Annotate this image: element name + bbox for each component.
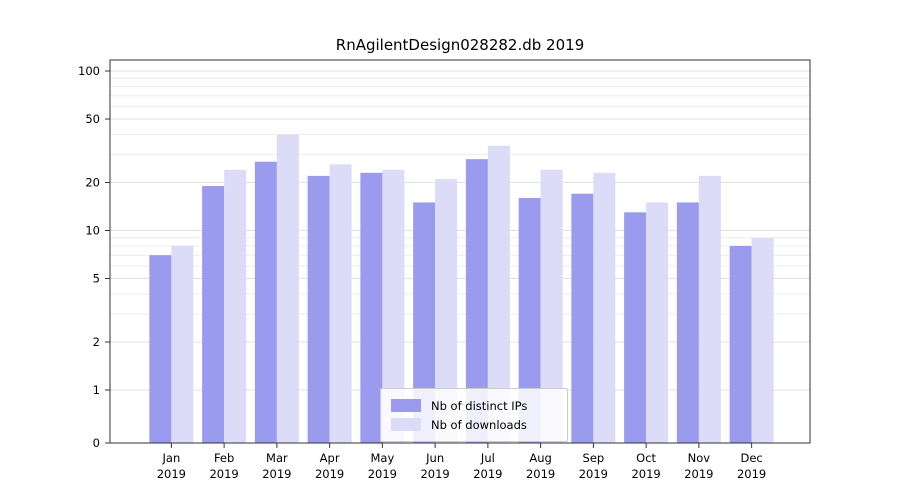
- x-tick-label-year: 2019: [737, 467, 766, 481]
- x-tick-label-month: Jan: [162, 451, 181, 465]
- bar-nb-of-downloads-aug: [540, 169, 563, 443]
- legend-row-distinct-ips: Nb of distinct IPs: [391, 396, 557, 415]
- bar-nb-of-distinct-ips-jan: [149, 255, 172, 443]
- bar-nb-of-downloads-apr: [329, 164, 352, 443]
- y-tick-label: 1: [93, 383, 100, 397]
- legend-label-downloads: Nb of downloads: [431, 417, 527, 432]
- x-tick-label-year: 2019: [157, 467, 186, 481]
- bar-nb-of-downloads-feb: [224, 169, 247, 443]
- bar-nb-of-downloads-dec: [751, 237, 774, 443]
- bar-nb-of-distinct-ips-oct: [624, 212, 647, 443]
- y-tick-label: 20: [85, 175, 100, 189]
- legend-swatch-distinct-ips: [391, 399, 421, 412]
- chart-title: RnAgilentDesign028282.db 2019: [335, 36, 585, 54]
- x-tick-label-month: Aug: [529, 451, 551, 465]
- bar-nb-of-distinct-ips-nov: [676, 202, 699, 443]
- y-tick-label: 100: [78, 64, 100, 78]
- bar-nb-of-downloads-mar: [276, 134, 299, 443]
- bar-nb-of-distinct-ips-jun: [413, 202, 436, 443]
- bar-nb-of-downloads-nov: [698, 175, 721, 443]
- bar-nb-of-distinct-ips-dec: [729, 245, 752, 443]
- y-tick-label: 10: [85, 224, 100, 238]
- bar-nb-of-distinct-ips-feb: [202, 186, 225, 443]
- y-tick-label: 5: [93, 272, 100, 286]
- bar-nb-of-downloads-jul: [487, 145, 510, 443]
- legend-row-downloads: Nb of downloads: [391, 415, 557, 434]
- legend-swatch-downloads: [391, 418, 421, 431]
- x-tick-label-month: Sep: [583, 451, 605, 465]
- bar-nb-of-distinct-ips-sep: [571, 193, 594, 443]
- x-tick-label-year: 2019: [579, 467, 608, 481]
- x-tick-label-month: Jul: [480, 451, 495, 465]
- x-tick-label-year: 2019: [684, 467, 713, 481]
- bar-nb-of-distinct-ips-may: [360, 172, 383, 443]
- x-tick-label-year: 2019: [631, 467, 660, 481]
- x-tick-label-year: 2019: [262, 467, 291, 481]
- y-tick-label: 50: [85, 112, 100, 126]
- bar-nb-of-downloads-sep: [593, 172, 616, 443]
- x-tick-label-month: Feb: [214, 451, 234, 465]
- x-tick-label-year: 2019: [473, 467, 502, 481]
- x-tick-label-month: Apr: [320, 451, 340, 465]
- x-tick-label-year: 2019: [368, 467, 397, 481]
- bar-nb-of-distinct-ips-mar: [254, 161, 277, 443]
- bar-nb-of-distinct-ips-apr: [307, 175, 330, 443]
- x-tick-label-month: Nov: [688, 451, 711, 465]
- y-tick-label: 0: [93, 436, 100, 450]
- x-tick-label-year: 2019: [420, 467, 449, 481]
- x-tick-label-month: Oct: [636, 451, 656, 465]
- legend-label-distinct-ips: Nb of distinct IPs: [431, 398, 528, 413]
- bar-nb-of-distinct-ips-aug: [518, 197, 541, 443]
- x-tick-label-month: May: [370, 451, 394, 465]
- plot-border: [109, 59, 811, 444]
- bar-nb-of-distinct-ips-jul: [465, 159, 488, 444]
- bar-nb-of-downloads-may: [382, 169, 405, 443]
- x-tick-label-month: Jun: [425, 451, 444, 465]
- y-tick-label: 2: [93, 335, 100, 349]
- x-tick-label-month: Mar: [266, 451, 288, 465]
- x-tick-label-year: 2019: [526, 467, 555, 481]
- legend: Nb of distinct IPs Nb of downloads: [380, 388, 568, 442]
- x-tick-label-month: Dec: [740, 451, 762, 465]
- x-tick-label-year: 2019: [209, 467, 238, 481]
- x-tick-label-year: 2019: [315, 467, 344, 481]
- bar-nb-of-downloads-oct: [646, 202, 669, 443]
- bar-nb-of-downloads-jun: [435, 179, 458, 443]
- bar-nb-of-downloads-jan: [171, 245, 194, 443]
